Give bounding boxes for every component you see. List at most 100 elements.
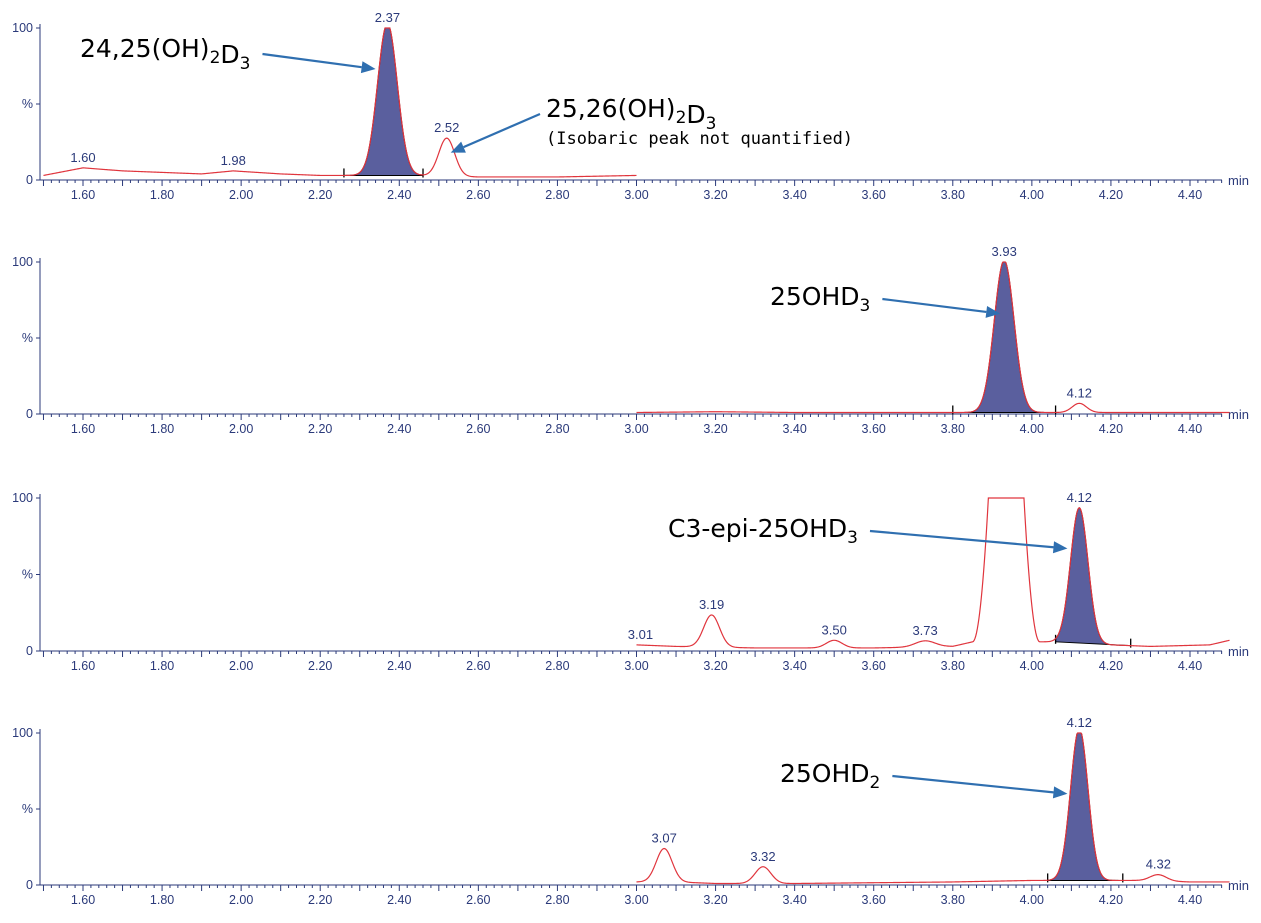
x-tick-label: 4.20 [1099,422,1123,436]
x-tick-label: 3.40 [782,893,806,907]
x-tick-label: 4.40 [1178,893,1202,907]
compound-annotation: 25OHD3 [770,282,870,316]
y-tick-label: % [22,802,33,816]
y-tick-label: % [22,97,33,111]
subscript: 2 [676,108,687,128]
x-tick-label: 2.40 [387,422,411,436]
x-tick-label: 2.80 [545,422,569,436]
text-span: D [220,40,239,69]
y-tick-label: 0 [26,878,33,892]
peak-rt-label: 2.37 [375,10,400,25]
x-tick-label: 2.80 [545,188,569,202]
x-tick-label: 1.80 [150,188,174,202]
x-tick-label: 4.20 [1099,659,1123,673]
x-tick-label: 4.40 [1178,422,1202,436]
integrated-peak-area [952,261,1057,413]
annotation-arrow-shaft [882,297,987,314]
peak-rt-label: 2.52 [434,120,459,135]
text-span: 25OHD [770,282,860,311]
subscript: 3 [860,296,871,316]
x-tick-label: 4.00 [1020,893,1044,907]
chromatogram-trace [636,732,1230,885]
chromatogram-trace [636,497,1230,649]
y-tick-label: 0 [26,644,33,658]
x-tick-label: 3.00 [624,659,648,673]
subscript: 3 [706,114,717,134]
text-span: C3-epi-25OHD [668,514,847,543]
x-tick-label: 2.40 [387,188,411,202]
integrated-peak-area [343,27,424,177]
annotation-arrow-shaft [262,52,362,69]
y-tick-label: 100 [12,491,33,505]
peak-rt-label: 3.07 [652,831,677,846]
peak-rt-label: 3.01 [628,627,653,642]
x-unit-label: min [1228,173,1249,188]
x-unit-label: min [1228,407,1249,422]
x-tick-label: 3.40 [782,188,806,202]
chromatogram-trace [43,27,637,178]
y-tick-label: 100 [12,726,33,740]
subscript: 2 [870,773,881,793]
y-tick-label: % [22,568,33,582]
x-tick-label: 1.80 [150,422,174,436]
x-tick-label: 4.40 [1178,188,1202,202]
x-tick-label: 4.00 [1020,188,1044,202]
x-tick-label: 1.60 [71,659,95,673]
text-span: 25OHD [780,759,870,788]
x-tick-label: 2.40 [387,893,411,907]
x-tick-label: 2.80 [545,893,569,907]
y-tick-label: 0 [26,173,33,187]
x-tick-label: 4.40 [1178,659,1202,673]
x-tick-label: 3.80 [941,422,965,436]
x-tick-label: 4.00 [1020,422,1044,436]
annotation-arrow-shaft [463,112,541,149]
compound-annotation: C3-epi-25OHD3 [668,514,858,548]
x-tick-label: 1.80 [150,659,174,673]
chromatogram-panel-1: 1.60 1.80 2.00 2.20 2.40 2.60 2.80 3.00 3.20 3.40… [12,10,1249,202]
annotation-arrow-shaft [869,529,1054,549]
x-tick-label: 4.00 [1020,659,1044,673]
x-tick-label: 3.60 [862,422,886,436]
subscript: 2 [210,48,221,68]
y-tick-label: 100 [12,255,33,269]
x-tick-label: 1.60 [71,893,95,907]
x-tick-label: 3.20 [703,188,727,202]
x-tick-label: 2.40 [387,659,411,673]
x-tick-label: 3.00 [624,422,648,436]
annotation-note: (Isobaric peak not quantified) [546,129,853,149]
compound-annotation: 24,25(OH)2D3 [80,34,250,74]
peak-rt-label: 1.60 [70,150,95,165]
x-tick-label: 3.80 [941,893,965,907]
peak-rt-label: 3.32 [750,849,775,864]
x-tick-label: 2.60 [466,422,490,436]
annotation-arrow-head [1052,786,1068,799]
x-tick-label: 1.60 [71,422,95,436]
subscript: 3 [240,54,251,74]
peak-rt-label: 4.12 [1067,385,1092,400]
x-tick-label: 3.20 [703,422,727,436]
compound-annotation: 25,26(OH)2D3 [546,94,716,134]
annotation-arrow-head [985,305,1001,318]
x-tick-label: 3.60 [862,893,886,907]
y-tick-label: 0 [26,407,33,421]
text-span: D [686,100,705,129]
x-tick-label: 2.20 [308,422,332,436]
text-span: 24,25(OH) [80,34,210,63]
x-tick-label: 3.40 [782,422,806,436]
x-tick-label: 2.00 [229,893,253,907]
peak-rt-label: 4.32 [1146,857,1171,872]
text-span: 25,26(OH) [546,94,676,123]
x-tick-label: 2.20 [308,188,332,202]
peak-rt-label: 4.12 [1067,490,1092,505]
x-tick-label: 4.20 [1099,188,1123,202]
x-tick-label: 3.00 [624,893,648,907]
annotation-arrow-head [450,141,466,153]
annotation-arrow-head [360,61,376,74]
peak-rt-label: 3.19 [699,597,724,612]
chromatogram-panel-3: 1.60 1.80 2.00 2.20 2.40 2.60 2.80 3.00 3.20 3.40… [12,490,1249,673]
x-tick-label: 2.60 [466,659,490,673]
y-tick-label: 100 [12,21,33,35]
x-tick-label: 3.60 [862,659,886,673]
x-tick-label: 3.20 [703,893,727,907]
